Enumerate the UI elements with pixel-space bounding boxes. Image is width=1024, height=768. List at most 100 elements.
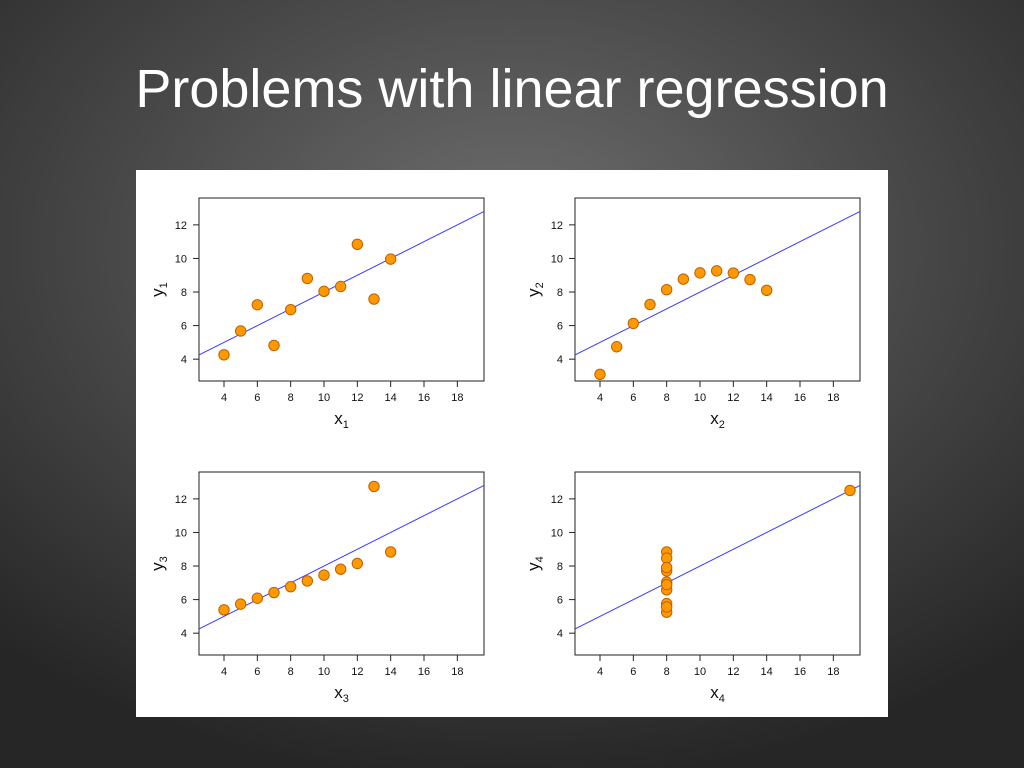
x-axis-label-1: x1	[334, 409, 349, 431]
x-tick-label-1-12: 12	[351, 392, 363, 404]
x-tick-label-3-8: 8	[288, 666, 294, 678]
y-tick-label-1-12: 12	[175, 220, 187, 232]
data-point-1-7	[318, 285, 330, 298]
data-point-3-10	[368, 480, 380, 493]
data-point-1-6	[301, 272, 314, 285]
y-tick-label-1-6: 6	[181, 321, 187, 333]
y-tick-label-2-8: 8	[557, 287, 563, 299]
x-tick-label-3-12: 12	[351, 666, 363, 678]
y-axis-label-1: y1	[148, 282, 170, 297]
data-point-2-2	[610, 341, 623, 353]
regression-line-2	[575, 210, 860, 356]
x-tick-label-4-6: 6	[630, 666, 636, 678]
x-tick-label-1-10: 10	[318, 392, 330, 404]
data-point-3-7	[318, 569, 330, 581]
x-tick-label-1-4: 4	[221, 392, 227, 404]
data-point-3-2	[234, 598, 247, 610]
y-tick-label-4-10: 10	[551, 527, 563, 539]
x-tick-label-4-18: 18	[827, 666, 839, 678]
data-point-3-1	[218, 604, 230, 616]
data-point-2-4	[644, 298, 656, 311]
x-tick-label-3-10: 10	[318, 666, 330, 678]
regression-line-4	[575, 484, 860, 630]
data-point-3-3	[251, 592, 264, 604]
data-point-1-1	[218, 349, 230, 361]
x-tick-label-2-16: 16	[794, 392, 806, 404]
x-tick-label-3-18: 18	[451, 666, 463, 678]
x-tick-label-4-8: 8	[664, 666, 670, 678]
y-axis-label-4: y4	[524, 556, 546, 571]
x-tick-label-4-4: 4	[597, 666, 603, 678]
y-tick-label-3-10: 10	[175, 527, 187, 539]
x-tick-label-1-18: 18	[451, 392, 463, 404]
data-point-1-4	[268, 339, 280, 352]
data-point-3-4	[268, 586, 280, 599]
x-tick-label-1-8: 8	[288, 392, 294, 404]
data-point-2-8	[710, 265, 723, 277]
plot-frame-1	[198, 197, 485, 382]
data-point-2-11	[760, 284, 773, 297]
x-tick-label-4-10: 10	[694, 666, 706, 678]
y-tick-label-2-6: 6	[557, 321, 563, 333]
x-tick-label-4-12: 12	[727, 666, 739, 678]
x-tick-label-3-16: 16	[418, 666, 430, 678]
y-tick-label-4-4: 4	[557, 628, 563, 640]
data-point-4-10	[660, 561, 673, 574]
y-tick-label-3-12: 12	[175, 494, 187, 506]
data-point-1-8	[334, 280, 347, 293]
x-tick-label-1-6: 6	[254, 392, 260, 404]
x-tick-label-3-14: 14	[385, 666, 397, 678]
y-tick-label-1-4: 4	[181, 354, 187, 366]
data-point-1-9	[351, 238, 364, 251]
y-tick-label-2-12: 12	[551, 220, 563, 232]
y-tick-label-1-10: 10	[175, 253, 187, 265]
data-point-1-10	[368, 293, 380, 305]
data-point-1-5	[284, 303, 297, 316]
y-tick-label-3-4: 4	[181, 628, 187, 640]
x-tick-label-2-18: 18	[827, 392, 839, 404]
data-point-2-1	[594, 368, 606, 380]
data-point-4-8	[844, 484, 856, 497]
data-point-1-2	[234, 325, 247, 337]
y-tick-label-4-6: 6	[557, 595, 563, 607]
x-axis-label-3: x3	[334, 683, 349, 705]
x-tick-label-2-14: 14	[761, 392, 773, 404]
y-tick-label-3-6: 6	[181, 595, 187, 607]
y-tick-label-2-4: 4	[557, 354, 563, 366]
data-point-2-10	[744, 273, 756, 286]
x-tick-label-2-6: 6	[630, 392, 636, 404]
x-tick-label-2-12: 12	[727, 392, 739, 404]
x-tick-label-1-14: 14	[385, 392, 397, 404]
x-tick-label-2-8: 8	[664, 392, 670, 404]
x-tick-label-1-16: 16	[418, 392, 430, 404]
x-tick-label-4-16: 16	[794, 666, 806, 678]
x-tick-label-3-6: 6	[254, 666, 260, 678]
y-tick-label-3-8: 8	[181, 561, 187, 573]
regression-line-3	[199, 484, 484, 630]
plot-frame-4	[574, 471, 861, 656]
data-point-2-6	[677, 273, 690, 285]
x-tick-label-3-4: 4	[221, 666, 227, 678]
x-axis-label-4: x4	[710, 683, 725, 705]
data-point-4-9	[660, 601, 673, 613]
data-point-3-11	[384, 546, 397, 558]
slide-title: Problems with linear regression	[135, 59, 889, 119]
data-point-4-5	[660, 552, 673, 564]
x-tick-label-2-10: 10	[694, 392, 706, 404]
plot-frame-3	[198, 471, 485, 656]
y-tick-label-1-8: 8	[181, 287, 187, 299]
anscombe-figure: 4 6 8 10 12 14 16 18 4 6 8 10 12 x1 y1 4 6 8 10 12 14 16 18 4 6 8…	[136, 170, 888, 717]
plot-frame-2	[574, 197, 861, 382]
x-axis-label-2: x2	[710, 409, 725, 431]
y-tick-label-4-12: 12	[551, 494, 563, 506]
data-point-3-9	[351, 557, 364, 570]
data-point-2-3	[627, 317, 640, 330]
y-tick-label-2-10: 10	[551, 253, 563, 265]
x-tick-label-2-4: 4	[597, 392, 603, 404]
data-point-1-3	[251, 299, 264, 311]
data-point-2-7	[694, 267, 706, 279]
y-axis-label-3: y3	[148, 556, 170, 571]
data-point-2-5	[660, 283, 673, 296]
